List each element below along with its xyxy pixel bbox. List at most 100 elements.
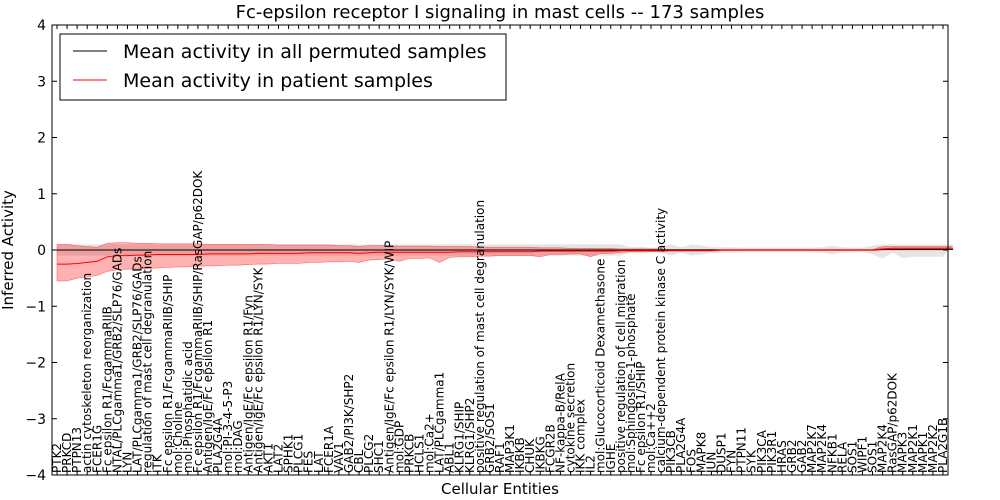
x-tick-label: mol:GDP: [392, 421, 406, 473]
legend-patient-label: Mean activity in patient samples: [123, 70, 433, 92]
y-tick-label: −4: [25, 468, 46, 484]
x-tick-label: SHC1: [372, 440, 386, 473]
x-tick-label: mol:PI-3-4-5-P3: [221, 381, 235, 473]
x-tick-label: ITK: [151, 453, 165, 473]
x-tick-label: NTAL/PLCgamma1/GRB2/SLP76/GADs: [110, 248, 124, 473]
y-tick-label: −2: [25, 356, 46, 372]
x-tick-label: Antigen/IgE/Fc epsilon R1/LYN/SYK: [251, 266, 265, 473]
x-tick-label: mol:Phosphatidic acid: [181, 341, 195, 473]
x-tick-label: MAP2K4: [815, 424, 829, 473]
x-tick-label: FCER1G: [90, 425, 104, 473]
x-tick-label: PTPN11: [735, 427, 749, 473]
x-tick-label: PIK3CA: [755, 429, 769, 473]
x-tick-label: LAT: [312, 451, 326, 473]
x-tick-label: PLA2G4A: [211, 417, 225, 473]
chart-title: Fc-epsilon receptor I signaling in mast …: [236, 2, 765, 23]
x-tick-label: MAP2K7: [805, 424, 819, 473]
y-tick-label: 1: [37, 187, 46, 203]
x-tick-label: IGHE: [604, 444, 618, 473]
x-tick-label: regulation of mast cell degranulation: [141, 251, 155, 473]
x-tick-label: MAP3K1: [503, 424, 517, 473]
x-tick-label: PRKCB: [402, 434, 416, 473]
x-tick-label: AKT1: [261, 443, 275, 473]
y-tick-label: 4: [37, 18, 46, 34]
x-tick-label: PLCG2: [362, 434, 376, 473]
x-tick-label: RELA: [835, 441, 849, 473]
x-tick-label: MAP2K4: [876, 424, 890, 473]
x-tick-label: CHUK: [523, 438, 537, 473]
y-tick-label: −1: [25, 299, 46, 315]
x-tick-label: SOS1: [866, 441, 880, 473]
x-tick-label: mol:DAG: [231, 420, 245, 473]
x-tick-label: PIK3R1: [765, 431, 779, 473]
x-tick-label: NFKB1: [825, 433, 839, 473]
x-tick-label: VAV1: [332, 442, 346, 473]
legend-permuted-label: Mean activity in all permuted samples: [123, 41, 486, 63]
x-tick-label: MAP2K1: [906, 424, 920, 473]
y-tick-label: 3: [37, 74, 46, 90]
x-tick-label: MAPK3: [896, 432, 910, 473]
x-tick-label: PRKCD: [60, 433, 74, 473]
x-tick-label: mol:Ca++2: [644, 403, 658, 473]
x-tick-label: LAT/PLCgamma1/GRB2/SLP76/GADs: [131, 256, 145, 473]
x-tick-label: Fc epsilon R1/FcgammaRIIB/SHIP: [161, 275, 175, 473]
x-tick-label: CBL: [352, 449, 366, 473]
x-tick-label: MAPK8: [694, 432, 708, 473]
x-tick-label: calcium-dependent protein kinase C activ…: [654, 208, 668, 473]
x-tick-label: SPHK1: [282, 434, 296, 473]
x-tick-label: FYN: [725, 450, 739, 473]
x-tick-label: LAT/PLCgamma1: [433, 372, 447, 473]
x-tick-label: MAPK1: [916, 432, 930, 473]
x-tick-label: DUSP1: [715, 432, 729, 473]
axes-frame: [51, 24, 949, 476]
x-tick-label: KLRG1/SHIP: [453, 402, 467, 473]
x-tick-label: mol:Sphingosine-1-phosphate: [624, 294, 638, 474]
x-tick-label: mol:Glucocorticoid Dexamethasone: [594, 259, 608, 473]
x-tick-label: IKBKB: [513, 437, 527, 473]
x-tick-label: mol:Ca2+: [423, 413, 437, 473]
x-tick-label: WIPF1: [856, 436, 870, 473]
x-tick-label: Antigen/IgE/Fc epsilon R1/LYN/SYK/WIP: [382, 241, 396, 473]
x-tick-label: ABL1: [443, 442, 457, 473]
x-tick-label: LYN: [121, 452, 135, 473]
x-tick-label: IKBKG: [533, 436, 547, 473]
x-tick-label: positive regulation of mast cell degranu…: [473, 200, 487, 473]
x-tick-label: HRAS: [775, 440, 789, 473]
x-tick-label: GAB2/PI3K/SHP2: [342, 374, 356, 473]
x-tick-label: Fc epsilon R1/SHIP: [634, 362, 648, 473]
x-tick-label: FCER1A: [322, 425, 336, 473]
x-tick-label: PTK2: [50, 443, 64, 473]
x-tick-label: FCGR2B: [543, 424, 557, 473]
y-axis-label: Inferred Activity: [0, 190, 17, 310]
x-tick-label: PTPN13: [70, 427, 84, 473]
x-tick-label: IKK complex: [574, 399, 588, 473]
x-tick-label: Fc epsilon R1/FcgammaRIIB/SHIP/RasGAP/p6…: [191, 170, 205, 473]
y-tick-label: −3: [25, 412, 46, 428]
x-tick-label: SYK: [745, 449, 759, 473]
x-tick-label: NF-kappa-B/RelA: [553, 372, 567, 473]
x-tick-label: Antigen/IgE/Fc epsilon R1: [201, 320, 215, 473]
x-tick-label: positive regulation of cell migration: [614, 260, 628, 473]
x-tick-label: RAF1: [493, 442, 507, 473]
x-tick-label: mol:Choline: [171, 402, 185, 473]
x-tick-label: HCLS1: [413, 434, 427, 473]
x-tick-label: GRB2: [785, 439, 799, 473]
x-tick-label: JUN: [704, 452, 718, 474]
x-tick-label: FOS: [684, 449, 698, 473]
x-tick-label: PIK3CB: [664, 430, 678, 473]
x-tick-label: IL2: [584, 455, 598, 473]
x-tick-label: actin cytoskeleton reorganization: [80, 273, 94, 473]
patient-series-line: [57, 247, 954, 265]
x-tick-label: Antigen/IgE/Fc epsilon R1/Fyn: [241, 295, 255, 473]
legend-box: [59, 33, 507, 101]
y-tick-label: 0: [37, 243, 46, 259]
x-tick-label: SOS1: [845, 441, 859, 473]
x-tick-label: PLA2G1B: [936, 418, 950, 473]
x-tick-label: LAT2: [272, 444, 286, 473]
x-tick-label: GRB2/SOS1: [483, 403, 497, 473]
x-tick-label: PLCG1: [292, 434, 306, 473]
x-tick-label: KLRG1/SHP2: [463, 398, 477, 473]
x-tick-label: cytokine secretion: [564, 363, 578, 473]
